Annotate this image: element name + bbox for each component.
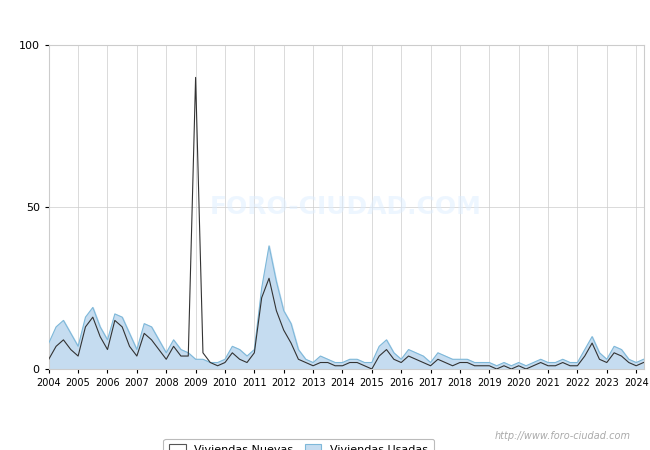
Text: http://www.foro-ciudad.com: http://www.foro-ciudad.com — [495, 431, 630, 441]
Text: FORO-CIUDAD.COM: FORO-CIUDAD.COM — [210, 195, 482, 219]
Text: Roa - Evolucion del Nº de Transacciones Inmobiliarias: Roa - Evolucion del Nº de Transacciones … — [129, 13, 521, 28]
Legend: Viviendas Nuevas, Viviendas Usadas: Viviendas Nuevas, Viviendas Usadas — [163, 439, 434, 450]
